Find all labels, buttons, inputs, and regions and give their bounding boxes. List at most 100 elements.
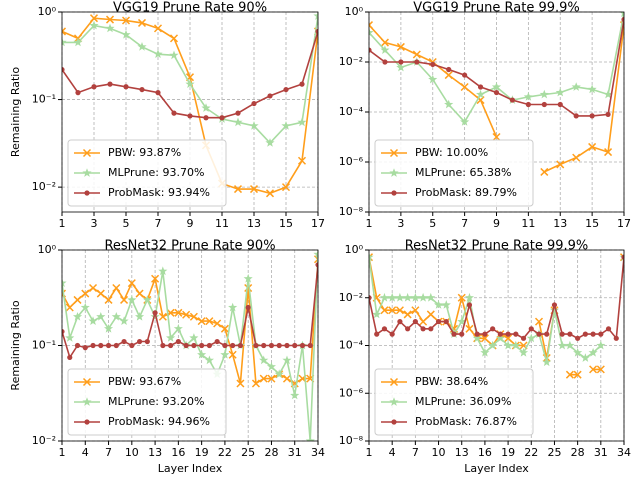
marker-dot: [283, 86, 289, 93]
marker-star: [596, 340, 606, 350]
marker-dot: [443, 319, 449, 325]
marker-x: [395, 306, 404, 315]
marker-star: [418, 292, 428, 302]
x-tick-label: 13: [553, 217, 567, 230]
legend-label: MLPrune: 93.70%: [108, 166, 204, 179]
marker-x: [127, 279, 136, 288]
marker-dot: [382, 59, 388, 65]
subplot-title: ResNet32 Prune Rate 90%: [104, 239, 275, 254]
y-tick-label: 10⁻²: [339, 291, 363, 304]
marker-x: [137, 18, 147, 27]
marker-x: [389, 148, 399, 158]
marker-star: [243, 273, 253, 283]
marker-dot: [520, 335, 527, 341]
marker-dot: [575, 335, 581, 341]
marker-x: [88, 283, 98, 293]
legend-label: PBW: 10.00%: [415, 146, 488, 159]
x-axis-label: Layer Index: [464, 462, 529, 475]
marker-x: [297, 156, 307, 165]
marker-x: [492, 132, 501, 142]
marker-star: [395, 292, 405, 302]
marker-star: [526, 333, 536, 343]
marker-x: [205, 317, 214, 326]
marker-x: [135, 289, 144, 298]
marker-star: [369, 252, 374, 262]
x-tick-label: 25: [241, 446, 255, 459]
marker-star: [571, 82, 581, 91]
marker-star: [372, 309, 382, 319]
marker-dot: [391, 190, 397, 196]
marker-dot: [621, 254, 624, 260]
plot-area: [62, 250, 318, 441]
x-tick-label: 3: [91, 217, 98, 230]
legend-label: PBW: 38.64%: [415, 375, 488, 388]
marker-star: [297, 117, 307, 127]
marker-star: [503, 340, 513, 350]
plot-area: [369, 12, 624, 176]
marker-dot: [446, 66, 452, 73]
marker-x: [565, 370, 574, 379]
marker-star: [488, 340, 498, 350]
series-line: [369, 257, 624, 362]
marker-star: [555, 87, 565, 97]
y-tick-label: 10⁰: [38, 5, 57, 18]
marker-x: [389, 377, 399, 387]
plot-area: [369, 252, 624, 379]
x-tick-label: 15: [279, 217, 293, 230]
marker-dot: [621, 16, 624, 23]
marker-dot: [525, 101, 531, 108]
marker-star: [313, 12, 318, 20]
marker-dot: [237, 342, 244, 349]
marker-x: [197, 317, 206, 326]
x-tick-label: 10: [432, 446, 446, 459]
marker-dot: [219, 115, 225, 121]
marker-star: [62, 37, 67, 47]
marker-x: [540, 167, 549, 176]
marker-dot: [462, 72, 468, 78]
legend-label: ProbMask: 89.79%: [415, 186, 517, 199]
marker-star: [389, 397, 399, 406]
marker-x: [380, 38, 389, 47]
marker-star: [580, 353, 590, 362]
y-tick-label: 10⁻¹: [32, 93, 56, 106]
x-axis-label: Layer Index: [158, 462, 223, 475]
marker-dot: [171, 110, 177, 116]
y-tick-label: 10⁻⁶: [339, 386, 364, 399]
legend-label: MLPrune: 93.20%: [108, 395, 204, 408]
x-tick-label: 11: [215, 217, 229, 230]
marker-dot: [105, 342, 112, 349]
x-tick-label: 10: [125, 446, 139, 459]
marker-x: [213, 319, 222, 328]
marker-star: [380, 45, 390, 54]
marker-star: [137, 42, 147, 51]
marker-star: [281, 121, 291, 130]
legend-label: MLPrune: 36.09%: [415, 395, 511, 408]
marker-dot: [381, 326, 388, 332]
marker-x: [460, 82, 469, 92]
marker-dot: [136, 338, 143, 345]
axes-frame: [61, 249, 319, 442]
marker-x: [89, 14, 99, 23]
marker-dot: [251, 100, 257, 107]
marker-star: [173, 323, 183, 333]
marker-star: [441, 300, 451, 309]
marker-star: [127, 295, 137, 304]
marker-star: [197, 350, 207, 359]
marker-dot: [544, 331, 550, 337]
marker-dot: [369, 47, 372, 53]
marker-dot: [245, 304, 251, 311]
marker-x: [220, 324, 229, 333]
marker-dot: [559, 331, 565, 337]
marker-x: [82, 148, 92, 158]
x-tick-label: 7: [412, 446, 419, 459]
marker-x: [153, 24, 163, 33]
marker-star: [233, 117, 243, 127]
x-tick-label: 16: [171, 446, 185, 459]
marker-dot: [430, 61, 436, 68]
y-axis-label: Remaining Ratio: [9, 67, 22, 157]
marker-x: [105, 15, 115, 24]
marker-dot: [152, 310, 158, 316]
marker-star: [519, 347, 529, 357]
x-tick-label: 9: [187, 217, 194, 230]
marker-x: [369, 21, 374, 30]
